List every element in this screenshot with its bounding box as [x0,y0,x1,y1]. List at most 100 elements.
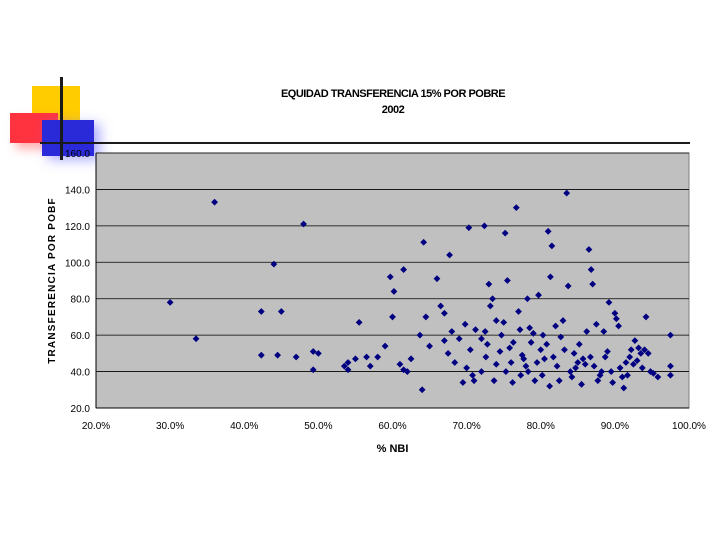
data-point [390,288,398,295]
data-point [485,280,493,288]
data-point [211,198,218,206]
chart-subtitle: 2002 [381,104,405,116]
data-point [631,337,639,345]
data-point [498,331,505,339]
data-point [618,373,626,381]
data-point [557,333,565,341]
data-point [575,340,583,348]
data-point [642,313,650,321]
data-point [539,331,547,339]
data-point [570,349,578,357]
data-point [667,371,674,379]
data-point [501,229,509,237]
data-point [596,371,604,379]
data-point [500,318,508,326]
data-point [407,355,415,363]
x-tick-label: 100.0% [672,421,706,432]
data-point [546,273,554,281]
data-point [552,322,559,330]
data-point [624,371,631,379]
data-point [574,359,582,366]
data-point [650,369,657,377]
data-point [667,331,674,339]
data-point [548,242,556,250]
x-tick-label: 80.0% [527,421,555,432]
plot-area [95,152,690,409]
data-point [355,318,363,326]
data-point [403,368,411,375]
decor-blue-square [42,120,94,156]
decor-vertical-line [60,77,63,160]
data-point [546,382,554,390]
data-point [314,349,322,357]
data-point [437,302,445,310]
data-point [381,342,389,350]
data-point [451,359,459,366]
y-tick-label: 80.0 [71,295,91,306]
data-point [589,280,597,288]
data-point [274,351,282,359]
data-point [486,302,494,310]
data-point [426,342,433,350]
data-point [400,266,408,273]
data-point [559,317,567,324]
data-point [481,328,489,335]
data-point [489,295,496,303]
data-point [516,326,524,334]
data-point [587,353,594,361]
data-point [396,360,404,368]
data-point [568,373,576,381]
data-point [422,313,430,321]
data-point [520,355,528,363]
data-point [344,359,352,366]
data-point [638,364,646,372]
data-point [630,360,637,368]
data-point [478,368,485,375]
data-point [592,320,600,328]
data-point [389,313,396,321]
data-point [604,348,611,355]
y-tick-label: 100.0 [65,258,90,269]
x-tick-labels: 20.0% 30.0% 40.0% 50.0% 60.0% 70.0% 80.0% 90.0%… [82,421,706,432]
data-point [615,322,622,330]
data-point [192,335,200,343]
data-point [257,351,265,359]
data-point [538,371,546,379]
data-point [517,371,525,379]
decor-horizontal-line [40,142,690,144]
data-point [386,273,394,281]
data-point [459,379,467,386]
data-point [257,308,265,315]
data-point [543,340,551,348]
data-point [564,282,572,290]
data-point [440,337,448,345]
data-point [418,386,426,394]
data-point [583,328,591,335]
data-point [601,353,609,361]
data-point [585,246,593,253]
data-point [496,348,504,355]
data-point [627,346,635,354]
data-point [526,324,534,332]
data-point [590,362,598,370]
data-point [587,266,595,273]
x-tick-label: 20.0% [82,421,110,432]
data-point [503,277,511,284]
data-point [524,295,531,303]
data-point [553,362,561,370]
data-point [292,353,300,361]
data-point [637,349,645,357]
data-point [626,353,634,361]
data-point [600,328,608,335]
data-point [463,364,471,372]
data-point [549,353,557,361]
x-tick-label: 50.0% [304,421,332,432]
data-point [620,384,628,392]
data-point [440,309,448,317]
data-point [579,355,587,363]
data-point [466,346,474,354]
data-point [611,309,619,317]
axes [95,153,689,409]
data-point [344,366,352,374]
